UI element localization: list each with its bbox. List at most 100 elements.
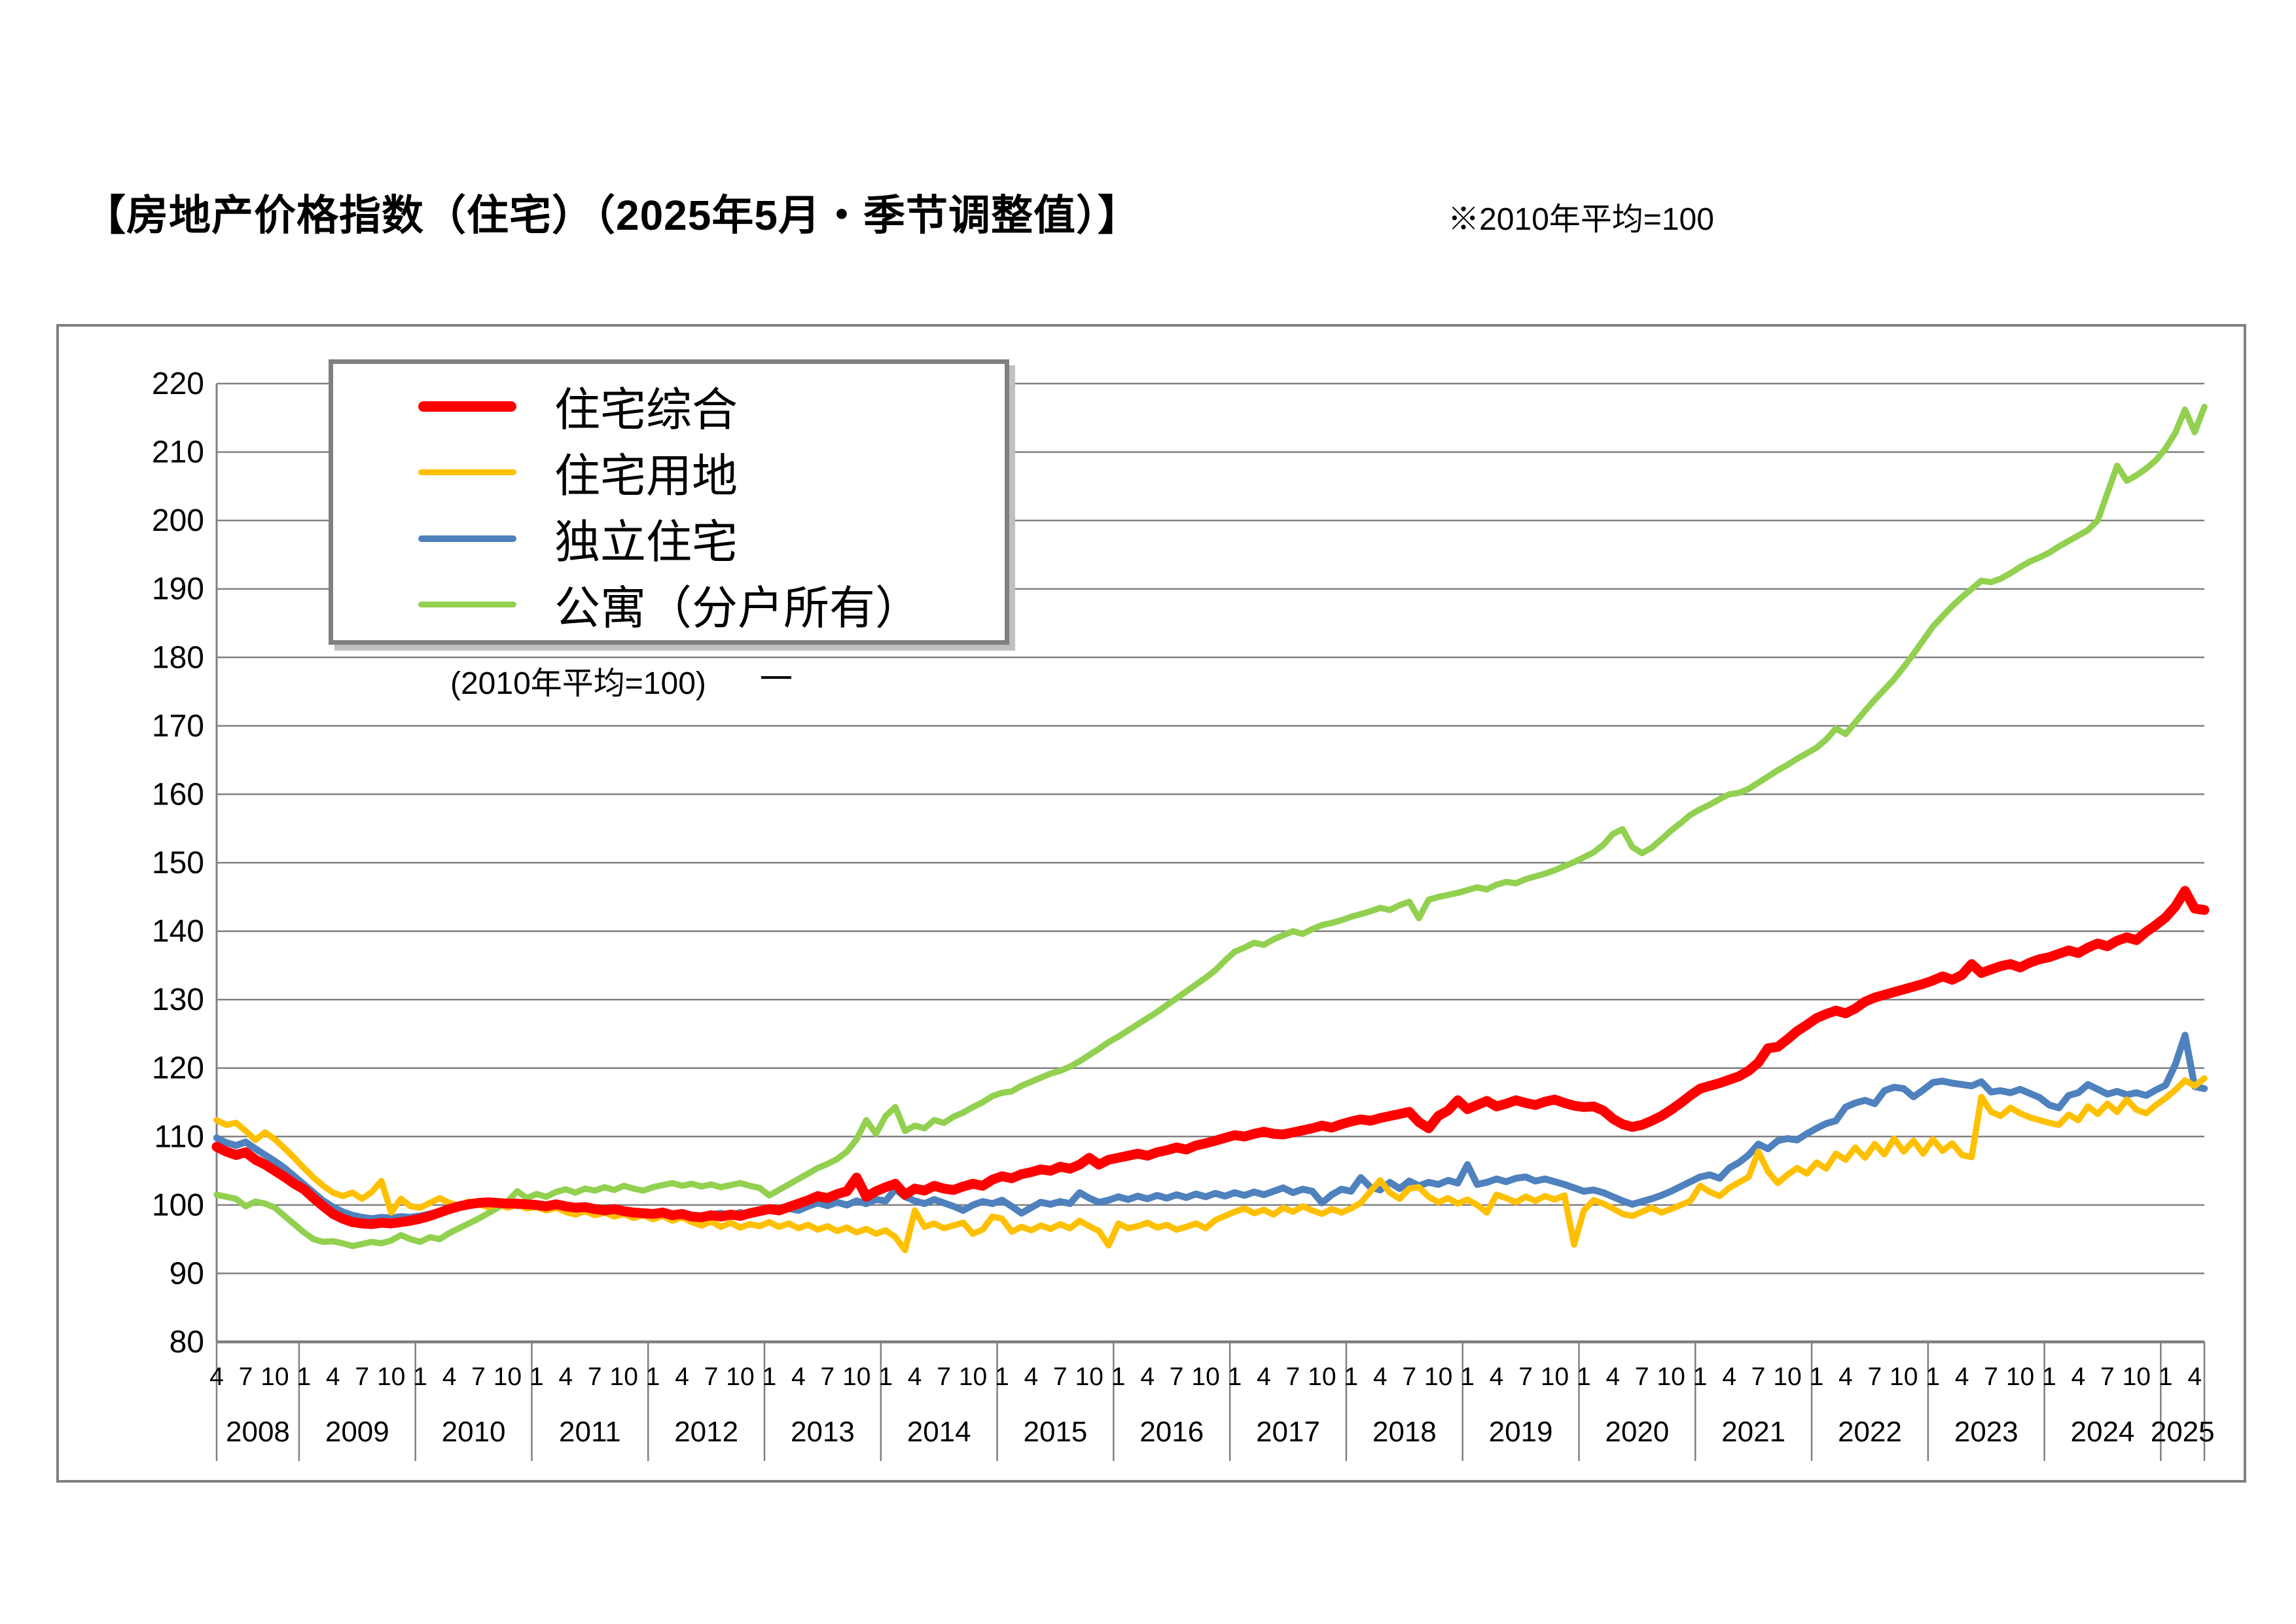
x-tick-month: 1 <box>646 1363 660 1391</box>
x-tick-month: 7 <box>1518 1363 1533 1391</box>
x-tick-month: 10 <box>493 1363 522 1391</box>
x-tick-month: 4 <box>1490 1363 1504 1391</box>
x-tick-year-2017: 2017 <box>1256 1416 1320 1448</box>
x-tick-month: 10 <box>1191 1363 1219 1391</box>
x-tick-month: 1 <box>413 1363 427 1391</box>
y-axis-label-130: 130 <box>152 983 204 1017</box>
x-tick-year-2012: 2012 <box>674 1416 738 1448</box>
x-tick-month: 10 <box>959 1363 987 1391</box>
legend-item-独立住宅: 独立住宅 <box>333 505 1005 571</box>
x-tick-month: 7 <box>1286 1363 1300 1391</box>
x-tick-month: 10 <box>726 1363 754 1391</box>
x-tick-month: 7 <box>1635 1363 1649 1391</box>
x-tick-year-2011: 2011 <box>559 1416 621 1448</box>
y-axis-label-170: 170 <box>152 709 204 744</box>
series-line-住宅综合 <box>211 886 2210 1229</box>
x-tick-month: 1 <box>995 1363 1009 1391</box>
x-tick-month: 4 <box>791 1363 806 1391</box>
x-tick-month: 1 <box>1460 1363 1475 1391</box>
x-tick-month: 4 <box>675 1363 689 1391</box>
x-tick-month: 10 <box>1541 1363 1569 1391</box>
x-tick-year-2021: 2021 <box>1721 1416 1785 1448</box>
legend-swatch-icon <box>418 602 516 607</box>
x-tick-year-2020: 2020 <box>1605 1416 1669 1448</box>
x-tick-year-2010: 2010 <box>442 1416 506 1448</box>
x-tick-month: 1 <box>1228 1363 1242 1391</box>
x-tick-month: 7 <box>820 1363 834 1391</box>
x-tick-year-2009: 2009 <box>325 1416 389 1448</box>
legend-caption: (2010年平均=100) <box>450 666 706 701</box>
y-axis-label-100: 100 <box>152 1188 204 1223</box>
x-tick-year-2014: 2014 <box>907 1416 971 1448</box>
x-tick-month: 4 <box>1257 1363 1271 1391</box>
x-tick-month: 10 <box>1075 1363 1103 1391</box>
x-tick-month: 1 <box>1810 1363 1824 1391</box>
x-tick-month: 4 <box>558 1363 573 1391</box>
legend-swatch-icon <box>418 469 516 475</box>
y-axis-label-180: 180 <box>152 640 204 675</box>
x-tick-month: 1 <box>878 1363 893 1391</box>
x-tick-month: 1 <box>1344 1363 1358 1391</box>
x-tick-month: 1 <box>762 1363 777 1391</box>
x-tick-month: 7 <box>1402 1363 1416 1391</box>
legend-item-公寓（分户所有）: 公寓（分户所有） <box>333 571 1005 638</box>
legend-swatch-icon <box>418 401 516 412</box>
y-axis-label-150: 150 <box>152 846 204 880</box>
legend-label: 独立住宅 <box>554 516 738 568</box>
x-tick-month: 10 <box>2006 1363 2034 1391</box>
x-tick-month: 10 <box>2123 1363 2151 1391</box>
x-tick-month: 10 <box>1773 1363 1801 1391</box>
x-tick-year-2016: 2016 <box>1139 1416 1204 1448</box>
x-tick-month: 4 <box>1955 1363 1969 1391</box>
stray-mark <box>761 676 791 679</box>
x-tick-month: 1 <box>1693 1363 1708 1391</box>
y-axis-label-160: 160 <box>152 777 204 812</box>
y-axis-label-210: 210 <box>152 435 204 470</box>
legend-label: 住宅用地 <box>554 450 738 501</box>
x-tick-month: 1 <box>2159 1363 2173 1391</box>
x-tick-month: 10 <box>1657 1363 1685 1391</box>
x-tick-month: 4 <box>1839 1363 1853 1391</box>
x-tick-month: 10 <box>377 1363 405 1391</box>
legend-label: 公寓（分户所有） <box>554 583 921 634</box>
x-tick-month: 1 <box>529 1363 544 1391</box>
x-tick-year-2013: 2013 <box>791 1416 855 1448</box>
legend-label: 住宅综合 <box>554 384 738 435</box>
legend-box: 住宅综合住宅用地独立住宅公寓（分户所有） <box>329 359 1009 645</box>
x-tick-month: 1 <box>2042 1363 2056 1391</box>
y-axis-label-110: 110 <box>154 1119 204 1154</box>
x-tick-month: 10 <box>1890 1363 1918 1391</box>
x-tick-month: 10 <box>260 1363 289 1391</box>
x-tick-year-2019: 2019 <box>1489 1416 1553 1448</box>
x-tick-month: 4 <box>2072 1363 2086 1391</box>
x-tick-month: 4 <box>209 1363 224 1391</box>
x-tick-year-2024: 2024 <box>2071 1416 2135 1448</box>
x-tick-month: 4 <box>2187 1363 2202 1391</box>
y-axis-label-90: 90 <box>170 1256 204 1291</box>
x-tick-month: 10 <box>610 1363 638 1391</box>
y-axis-label-80: 80 <box>170 1325 204 1360</box>
x-tick-month: 7 <box>1053 1363 1067 1391</box>
legend-swatch-icon <box>418 535 516 542</box>
x-tick-month: 7 <box>588 1363 602 1391</box>
x-tick-month: 1 <box>1577 1363 1591 1391</box>
x-tick-month: 7 <box>1170 1363 1184 1391</box>
x-tick-month: 4 <box>1024 1363 1039 1391</box>
x-tick-year-2015: 2015 <box>1024 1416 1088 1448</box>
x-tick-month: 1 <box>296 1363 311 1391</box>
x-tick-month: 7 <box>471 1363 486 1391</box>
x-tick-month: 7 <box>2100 1363 2115 1391</box>
x-tick-month: 7 <box>1867 1363 1882 1391</box>
series-line-公寓（分户所有） <box>213 403 2208 1250</box>
note-base-index: ※2010年平均=100 <box>1448 202 1714 237</box>
x-tick-year-2023: 2023 <box>1954 1416 2018 1448</box>
x-tick-month: 1 <box>1926 1363 1940 1391</box>
legend-item-住宅综合: 住宅综合 <box>333 373 1005 439</box>
x-tick-month: 7 <box>704 1363 719 1391</box>
x-tick-month: 10 <box>1308 1363 1336 1391</box>
x-tick-year-2025: 2025 <box>2151 1416 2215 1448</box>
x-tick-year-2022: 2022 <box>1838 1416 1902 1448</box>
x-tick-month: 7 <box>355 1363 369 1391</box>
x-tick-month: 7 <box>937 1363 951 1391</box>
y-axis-label-190: 190 <box>152 572 204 607</box>
